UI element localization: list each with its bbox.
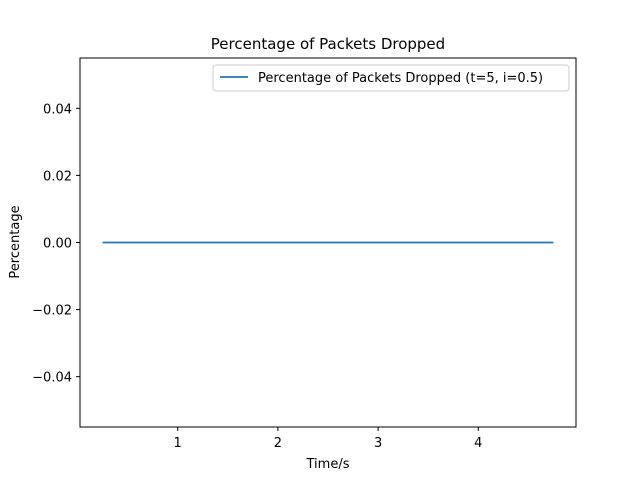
y-axis-label: Percentage bbox=[8, 205, 23, 278]
legend-entry-label: Percentage of Packets Dropped (t=5, i=0.… bbox=[258, 71, 543, 86]
y-tick-label: 0.04 bbox=[43, 102, 72, 117]
chart-title: Percentage of Packets Dropped bbox=[211, 35, 445, 53]
y-axis-ticks: −0.04 −0.02 0.00 0.02 0.04 bbox=[32, 102, 80, 386]
x-tick-label: 1 bbox=[174, 436, 182, 451]
legend-box bbox=[212, 64, 570, 92]
x-tick-label: 4 bbox=[474, 436, 482, 451]
y-tick-label: 0.02 bbox=[43, 169, 72, 184]
y-tick-label: −0.02 bbox=[32, 304, 72, 319]
y-tick-label: −0.04 bbox=[32, 371, 72, 386]
x-tick-label: 3 bbox=[374, 436, 382, 451]
x-axis-ticks: 1 2 3 4 bbox=[174, 427, 482, 451]
legend: Percentage of Packets Dropped (t=5, i=0.… bbox=[212, 64, 570, 92]
plot-area bbox=[79, 57, 577, 428]
x-tick-label: 2 bbox=[274, 436, 282, 451]
x-axis-label: Time/s bbox=[306, 457, 350, 472]
y-tick-label: 0.00 bbox=[43, 237, 72, 252]
